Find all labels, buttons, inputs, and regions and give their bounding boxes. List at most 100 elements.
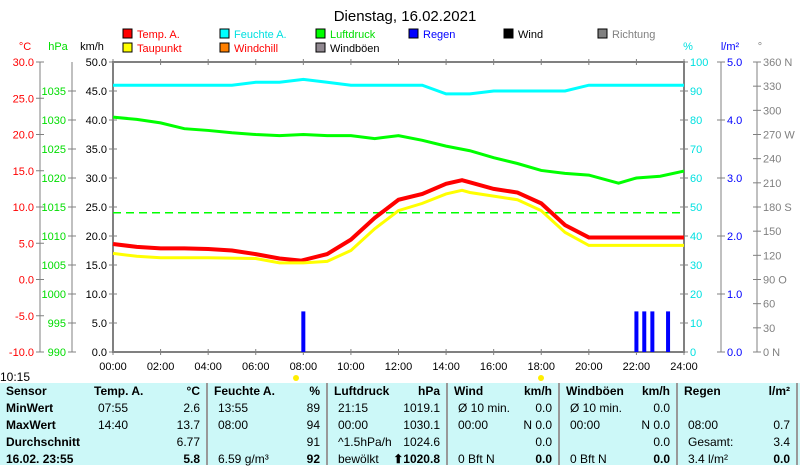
- axis-tick-label: 90: [690, 86, 702, 98]
- axis-tick-label: 80: [690, 115, 702, 127]
- cell-value: ⬆1020.8: [393, 452, 440, 466]
- legend-swatch: [219, 42, 230, 53]
- cell-note: 0 Bft N: [570, 452, 607, 466]
- weather-chart: Dienstag, 16.02.2021 Temp. A. Feuchte A. Lu…: [9, 8, 795, 381]
- axis-tick-label: 150: [763, 226, 781, 238]
- axis-tick-label: 30: [763, 323, 775, 335]
- series-line-tempa: [112, 178, 684, 263]
- legend-label: Taupunkt: [137, 43, 182, 55]
- chart-title: Dienstag, 16.02.2021: [334, 8, 477, 25]
- plot-frame: [112, 61, 685, 353]
- x-tick-label: 08:00: [290, 361, 318, 373]
- cell-note: bewölkt: [338, 452, 379, 466]
- column-header: Sensor: [6, 384, 47, 398]
- cell-value: 0.0: [653, 435, 670, 449]
- x-tick-label: 24:00: [670, 361, 698, 373]
- axis-tick-label: 40.0: [86, 115, 107, 127]
- axis-tick-label: 25.0: [13, 93, 34, 105]
- axis-tick-label: 15.0: [13, 166, 34, 178]
- axis-tick-label: 5.0: [727, 57, 742, 69]
- cell-value: 2.6: [183, 401, 200, 415]
- x-tick-label: 22:00: [623, 361, 651, 373]
- axis-tick-label: -5.0: [15, 311, 34, 323]
- cell-note: 6.59 g/m³: [218, 452, 269, 466]
- cell-value: 94: [306, 418, 320, 432]
- axis-tick-label: 1.0: [727, 289, 742, 301]
- legend-swatch: [122, 28, 133, 39]
- axis-tick-label: 270 W: [763, 130, 795, 142]
- axis-tick-label: 15.0: [86, 260, 107, 272]
- axis-tick-label: 0: [690, 347, 696, 359]
- table-column-sensor: Sensor MinWert MaxWert Durchschnitt 16.02. 2…: [0, 383, 86, 466]
- cell-value: N 0.0: [523, 418, 552, 432]
- axis-tick-label: 90 O: [763, 275, 787, 287]
- cell-note: ^1.5hPa/h: [338, 435, 392, 449]
- cell-note: Gesamt:: [688, 435, 734, 449]
- sunset-icon: [538, 375, 544, 381]
- cell-value: 0.0: [535, 401, 552, 415]
- axis-tick-label: 40: [690, 231, 702, 243]
- axis-tick-label: 5.0: [19, 238, 34, 250]
- axis-tick-label: 990: [48, 347, 66, 359]
- column-header: Wind: [454, 384, 484, 398]
- axis-tick-label: 330: [763, 81, 781, 93]
- cell-note: 08:00: [688, 418, 719, 432]
- axis-tick-label: 70: [690, 144, 702, 156]
- axis-tick-label: 10.0: [13, 202, 34, 214]
- column-unit: hPa: [417, 384, 440, 398]
- axis-tick-label: 0.0: [727, 347, 742, 359]
- cell-note: Ø 10 min.: [458, 401, 511, 415]
- cell-value: 0.0: [535, 452, 552, 466]
- axis-tick-label: 1020: [42, 173, 66, 185]
- cell-note: 00:00: [458, 418, 489, 432]
- axis-tick-label: 180 S: [763, 202, 792, 214]
- legend-swatch: [315, 28, 326, 39]
- axis-tick-label: 300: [763, 105, 781, 117]
- axis-tick-label: 1000: [42, 289, 66, 301]
- column-header: Luftdruck: [334, 384, 390, 398]
- x-tick-label: 18:00: [527, 361, 555, 373]
- cell-note: 21:15: [338, 401, 369, 415]
- axis-tick-label: 30.0: [86, 173, 107, 185]
- legend-swatch: [219, 28, 230, 39]
- axis-unit-temp: °C: [19, 41, 31, 53]
- axis-tick-label: 20.0: [86, 231, 107, 243]
- cell-value: 6.77: [176, 435, 200, 449]
- legend-swatch: [597, 28, 608, 39]
- axis-tick-label: 10.0: [86, 289, 107, 301]
- cell-value: 1024.6: [403, 435, 440, 449]
- column-header: Feuchte A.: [214, 384, 275, 398]
- cell-value: 5.8: [183, 452, 200, 466]
- axis-tick-label: 240: [763, 154, 781, 166]
- cell-value: 13.7: [176, 418, 200, 432]
- table-column-wind: Wind km/h Ø 10 min. 0.0 00:00 N 0.0 0.0 0 Bft N…: [448, 383, 560, 466]
- axis-tick-label: 120: [763, 250, 781, 262]
- legend-label: Richtung: [612, 29, 655, 41]
- legend-label: Wind: [518, 29, 543, 41]
- x-tick-label: 04:00: [194, 361, 222, 373]
- axis-tick-label: 1025: [42, 144, 66, 156]
- column-header: Temp. A.: [94, 384, 144, 398]
- cell-note: 3.4 l/m²: [688, 452, 729, 466]
- axis-tick-label: 1035: [42, 86, 66, 98]
- axis-tick-label: 1010: [42, 231, 66, 243]
- axis-tick-label: 30: [690, 260, 702, 272]
- cell-value: 89: [306, 401, 320, 415]
- cell-note: 00:00: [338, 418, 369, 432]
- x-tick-label: 12:00: [385, 361, 413, 373]
- axis-tick-label: 60: [690, 173, 702, 185]
- cell-note: 08:00: [218, 418, 249, 432]
- legend-label: Luftdruck: [330, 29, 376, 41]
- rain-bar: [666, 311, 671, 352]
- column-header: Windböen: [566, 384, 624, 398]
- x-tick-label: 02:00: [147, 361, 175, 373]
- cell-note: 07:55: [98, 401, 129, 415]
- x-tick-label: 16:00: [480, 361, 508, 373]
- column-unit: %: [309, 384, 320, 398]
- axis-tick-label: 1030: [42, 115, 66, 127]
- cell-value: 1030.1: [403, 418, 440, 432]
- sunrise-icon: [293, 375, 299, 381]
- axis-tick-label: 2.0: [727, 231, 742, 243]
- axis-tick-label: 20: [690, 289, 702, 301]
- axis-tick-label: 30.0: [13, 57, 34, 69]
